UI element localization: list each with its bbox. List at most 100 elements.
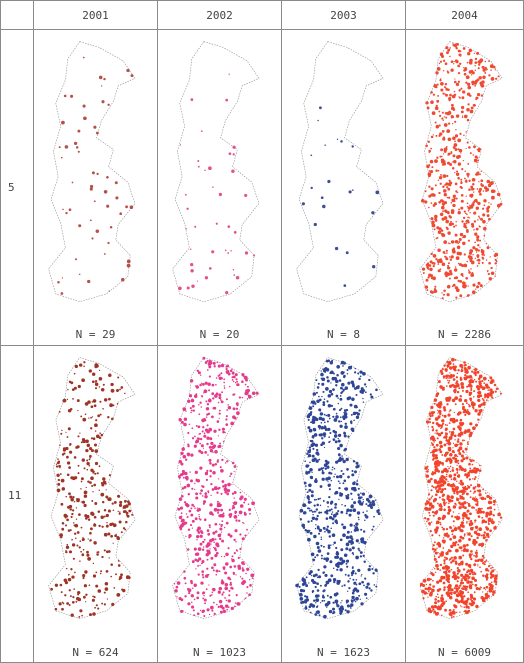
occurrence-point [211, 537, 215, 542]
occurrence-point [106, 204, 110, 208]
occurrence-point [471, 401, 474, 404]
occurrence-point [334, 506, 337, 509]
occurrence-point [474, 551, 478, 555]
occurrence-point [302, 512, 305, 515]
occurrence-point [87, 480, 90, 483]
occurrence-point [453, 60, 455, 63]
occurrence-point [435, 493, 438, 497]
occurrence-point [480, 403, 483, 407]
occurrence-point [478, 493, 482, 497]
occurrence-point [196, 280, 198, 282]
occurrence-point [339, 424, 343, 428]
occurrence-point [316, 386, 320, 389]
occurrence-point [462, 47, 466, 50]
occurrence-point [436, 99, 440, 103]
occurrence-point [479, 566, 481, 569]
occurrence-point [348, 587, 351, 590]
occurrence-point [488, 74, 491, 77]
occurrence-point [440, 596, 444, 601]
occurrence-point [326, 602, 330, 606]
occurrence-point [436, 567, 440, 571]
occurrence-point [355, 415, 360, 419]
occurrence-point [475, 173, 478, 176]
occurrence-point [440, 426, 443, 429]
occurrence-point [431, 504, 433, 506]
occurrence-point [363, 383, 367, 386]
occurrence-point [216, 460, 219, 463]
occurrence-point [226, 460, 229, 463]
occurrence-point [441, 419, 445, 423]
occurrence-point [332, 415, 335, 418]
occurrence-point [433, 228, 436, 231]
occurrence-point [439, 268, 442, 271]
occurrence-point [183, 570, 186, 573]
occurrence-point [443, 571, 445, 574]
occurrence-point [325, 414, 328, 417]
occurrence-point [424, 587, 428, 591]
occurrence-point [441, 454, 444, 456]
occurrence-point [465, 456, 469, 460]
occurrence-point [435, 563, 439, 568]
occurrence-point [443, 86, 447, 89]
occurrence-point [96, 553, 99, 556]
occurrence-point [449, 465, 452, 468]
occurrence-point [462, 275, 464, 278]
occurrence-point [180, 519, 183, 521]
occurrence-point [478, 400, 480, 402]
occurrence-point [457, 462, 460, 465]
occurrence-point [89, 219, 92, 222]
occurrence-point [111, 502, 114, 505]
occurrence-point [447, 511, 451, 515]
occurrence-point [466, 476, 469, 479]
occurrence-point [206, 369, 209, 371]
occurrence-point [181, 447, 185, 451]
occurrence-point [347, 590, 349, 592]
occurrence-point [229, 369, 233, 373]
occurrence-point [477, 244, 480, 247]
occurrence-point [494, 390, 497, 393]
occurrence-point [314, 527, 317, 530]
occurrence-point [462, 519, 465, 522]
occurrence-point [311, 455, 313, 457]
occurrence-point [337, 446, 341, 451]
occurrence-point [339, 492, 343, 496]
occurrence-point [433, 511, 438, 515]
occurrence-point [206, 573, 209, 576]
occurrence-point [458, 96, 460, 98]
occurrence-point [107, 532, 111, 536]
occurrence-point [492, 590, 496, 594]
occurrence-point [463, 72, 467, 76]
occurrence-point [463, 576, 467, 580]
occurrence-point [320, 372, 324, 377]
occurrence-point [352, 566, 354, 568]
occurrence-point [226, 488, 231, 493]
occurrence-point [118, 512, 121, 515]
occurrence-point [230, 421, 235, 426]
occurrence-point [339, 611, 343, 615]
occurrence-point [428, 264, 432, 267]
occurrence-point [480, 170, 482, 173]
occurrence-point [489, 391, 492, 394]
occurrence-point [450, 561, 453, 564]
occurrence-point [59, 444, 61, 446]
occurrence-point [351, 429, 355, 433]
occurrence-point [376, 510, 380, 514]
occurrence-point [437, 263, 440, 265]
occurrence-point [474, 198, 478, 203]
occurrence-point [459, 605, 462, 607]
occurrence-point [468, 478, 472, 481]
occurrence-point [210, 482, 213, 486]
occurrence-point [448, 196, 451, 199]
occurrence-point [476, 489, 479, 492]
occurrence-point [187, 602, 191, 606]
occurrence-point [341, 585, 344, 587]
occurrence-point [432, 421, 435, 425]
occurrence-point [428, 185, 431, 188]
occurrence-point [457, 592, 460, 594]
occurrence-point [308, 483, 312, 488]
occurrence-point [94, 363, 99, 367]
occurrence-point [466, 443, 469, 446]
occurrence-point [298, 585, 301, 588]
occurrence-point [221, 391, 224, 394]
occurrence-point [190, 479, 193, 483]
